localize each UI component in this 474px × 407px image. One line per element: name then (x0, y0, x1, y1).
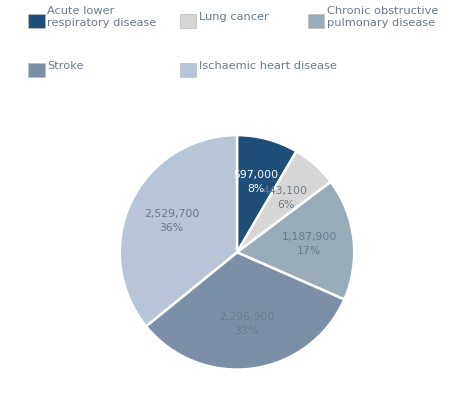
Text: 1,187,900
17%: 1,187,900 17% (282, 232, 337, 256)
Text: 2,529,700
36%: 2,529,700 36% (144, 209, 199, 233)
Wedge shape (146, 252, 344, 370)
Text: Lung cancer: Lung cancer (199, 12, 268, 22)
Text: 2,296,900
33%: 2,296,900 33% (219, 312, 274, 336)
Text: Acute lower
respiratory disease: Acute lower respiratory disease (47, 6, 156, 28)
Text: 597,000
8%: 597,000 8% (234, 170, 279, 194)
Text: Chronic obstructive
pulmonary disease: Chronic obstructive pulmonary disease (327, 6, 438, 28)
Text: 443,100
6%: 443,100 6% (263, 186, 308, 210)
Wedge shape (237, 135, 296, 252)
Text: Ischaemic heart disease: Ischaemic heart disease (199, 61, 337, 71)
Text: Stroke: Stroke (47, 61, 83, 71)
Wedge shape (237, 151, 331, 252)
Wedge shape (237, 182, 354, 300)
Wedge shape (120, 135, 237, 326)
